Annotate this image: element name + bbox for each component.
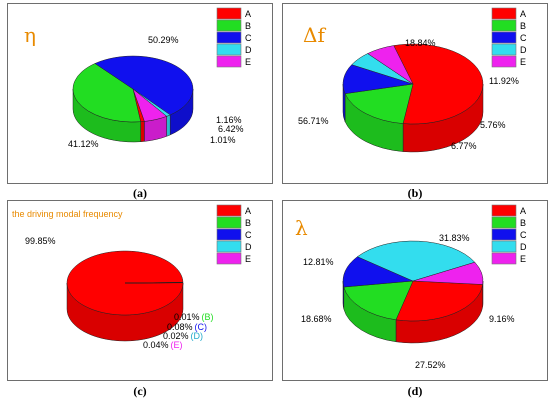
legend-swatch-e (216, 55, 242, 68)
slice-b (72, 63, 142, 123)
pie-panel-lambda: λ A B C D E 27.52% 18.68% 12.81% 31.83% 9.16% (282, 200, 548, 381)
legend-swatch-d (216, 240, 242, 253)
slice-c (94, 55, 194, 116)
chart-title: η (24, 23, 36, 47)
legend-label-a: A (245, 206, 251, 216)
data-label-b: 41.12% (68, 139, 99, 149)
data-label-e: 0.04% (E) (143, 340, 183, 350)
caption-d: (d) (407, 384, 423, 398)
legend-label-c: C (520, 33, 527, 43)
pie-panel-driving-modal-frequency: the driving modal frequency A B C D E 99.85% 0.… (7, 200, 273, 381)
slice-e (367, 45, 414, 85)
data-label-d: 5.76% (480, 120, 506, 130)
slice-a (393, 43, 484, 125)
pie-panel-delta-f: Δf A B C D E 56.71% 18.84% 11.92% 5.76% 6.77% (282, 3, 548, 184)
slice-e (412, 261, 484, 285)
legend-label-d: D (520, 242, 527, 252)
caption-a: (a) (133, 186, 147, 200)
data-label-d: 0.02% (D) (163, 331, 203, 341)
legend-swatch-a (216, 7, 242, 20)
data-label-e: 6.77% (451, 141, 477, 151)
legend-swatch-a (491, 7, 517, 20)
slice-e (132, 88, 168, 122)
legend-label-b: B (245, 218, 251, 228)
chart-title: Δf (303, 23, 326, 47)
legend-swatch-c (216, 31, 242, 44)
legend-label-c: C (520, 230, 527, 240)
legend-label-e: E (245, 57, 251, 67)
slice-b (344, 83, 414, 124)
legend-swatch-d (491, 43, 517, 56)
legend-label-b: B (520, 21, 526, 31)
data-label-e: 6.42% (218, 124, 244, 134)
pie-panel-eta: η A B C D E 1.01% 41.12% 50.29% 1.16% 6.42% (7, 3, 273, 184)
legend-label-d: D (245, 242, 252, 252)
data-label-e: 9.16% (489, 314, 515, 324)
legend-swatch-b (216, 216, 242, 229)
data-label-a: 1.01% (210, 135, 236, 145)
legend-label-b: B (520, 218, 526, 228)
legend-label-d: D (245, 45, 252, 55)
data-label-a: 27.52% (415, 360, 446, 370)
legend-swatch-a (216, 204, 242, 217)
data-label-c: 50.29% (148, 35, 179, 45)
legend-label-c: C (245, 33, 252, 43)
legend-swatch-c (216, 228, 242, 241)
slice-c (342, 256, 414, 288)
legend-swatch-d (491, 240, 517, 253)
data-label-b: 0.01% (B) (174, 312, 214, 322)
chart-title: the driving modal frequency (12, 209, 123, 219)
data-label-b: 18.84% (405, 38, 436, 48)
slice-b (343, 280, 414, 321)
legend-swatch-c (491, 31, 517, 44)
legend-label-e: E (520, 254, 526, 264)
chart-title: λ (295, 216, 308, 240)
legend-swatch-c (491, 228, 517, 241)
legend-label-a: A (520, 206, 526, 216)
legend-label-d: D (520, 45, 527, 55)
slice-side-d (166, 114, 171, 137)
legend-label-a: A (520, 9, 526, 19)
legend-label-b: B (245, 21, 251, 31)
data-label-a: 56.71% (298, 116, 329, 126)
legend-swatch-b (216, 19, 242, 32)
data-label-c: 0.08% (C) (167, 322, 207, 332)
legend-label-e: E (520, 57, 526, 67)
legend-swatch-b (491, 216, 517, 229)
legend-label-c: C (245, 230, 252, 240)
legend-swatch-b (491, 19, 517, 32)
caption-b: (b) (407, 186, 423, 200)
data-label-d: 1.16% (216, 115, 242, 125)
data-label-a: 99.85% (25, 236, 56, 246)
slice-a (395, 280, 484, 322)
caption-c: (c) (133, 384, 147, 398)
data-label-c: 11.92% (489, 76, 519, 86)
legend-label-e: E (245, 254, 251, 264)
legend-swatch-d (216, 43, 242, 56)
legend-swatch-a (491, 204, 517, 217)
data-label-c: 12.81% (303, 257, 334, 267)
legend-swatch-e (491, 252, 517, 265)
legend-swatch-e (216, 252, 242, 265)
legend-label-a: A (245, 9, 251, 19)
data-label-b: 18.68% (301, 314, 332, 324)
legend-swatch-e (491, 55, 517, 68)
slice-side-a (140, 121, 145, 142)
data-label-d: 31.83% (439, 233, 470, 243)
